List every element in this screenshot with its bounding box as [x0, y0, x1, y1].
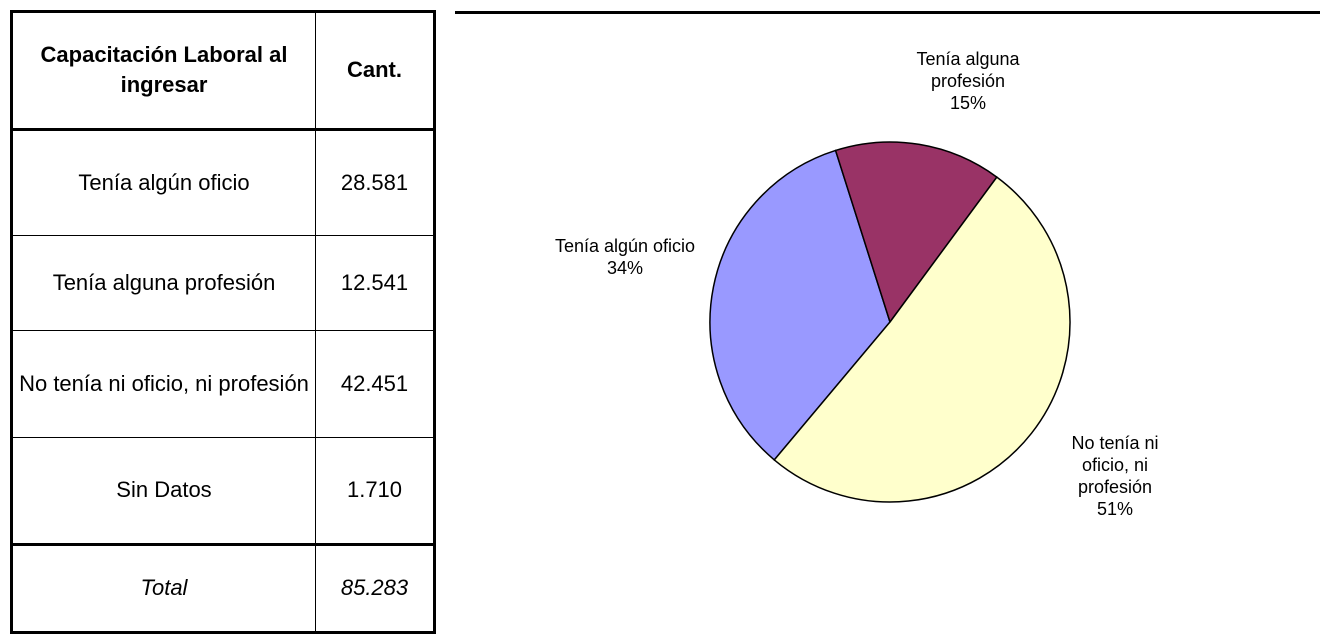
table-cell: Cant. [315, 11, 435, 131]
slice-label: Tenía alguna profesión 15% [888, 48, 1048, 114]
slice-category: No tenía ni oficio, ni profesión [1071, 433, 1159, 497]
head-row: Capacitación Laboral al ingresar Cant. [11, 11, 435, 131]
slice-category: Tenía algún oficio [554, 236, 696, 256]
table-cell: Total [11, 542, 316, 634]
pie-chart [709, 141, 1071, 503]
body-row: No tenía ni oficio, ni profesión 42.451 [11, 329, 435, 439]
slice-value: 15% [949, 93, 987, 113]
body-row: Tenía algún oficio 28.581 [11, 128, 435, 237]
table-cell: Capacitación Laboral al ingresar [11, 11, 316, 131]
pie-slice [834, 141, 998, 324]
table-cell: No tenía ni oficio, ni profesión [11, 329, 316, 439]
slice-category: Tenía alguna profesión [916, 49, 1020, 91]
total-row: Total 85.283 [11, 542, 435, 634]
top-rule [455, 11, 1320, 14]
slice-value: 51% [1096, 499, 1134, 519]
table-cell: 28.581 [315, 128, 435, 237]
pie-slice [773, 176, 1071, 503]
pie-slice [709, 149, 891, 461]
table-cell: Sin Datos [11, 437, 316, 545]
table-cell: 1.710 [315, 437, 435, 545]
body-row: Sin Datos 1.710 [11, 437, 435, 545]
body-row: Tenía alguna profesión 12.541 [11, 235, 435, 331]
table-cell: Tenía alguna profesión [11, 235, 316, 331]
data-table: Capacitación Laboral al ingresar Cant. Ten… [10, 10, 436, 634]
table-cell: Tenía algún oficio [11, 128, 316, 237]
table-cell: 12.541 [315, 235, 435, 331]
slice-value: 34% [606, 258, 644, 278]
table-cell: 85.283 [315, 542, 435, 634]
slice-label: Tenía algún oficio 34% [550, 235, 700, 279]
table-cell: 42.451 [315, 329, 435, 439]
slice-label: No tenía ni oficio, ni profesión 51% [1050, 432, 1180, 520]
